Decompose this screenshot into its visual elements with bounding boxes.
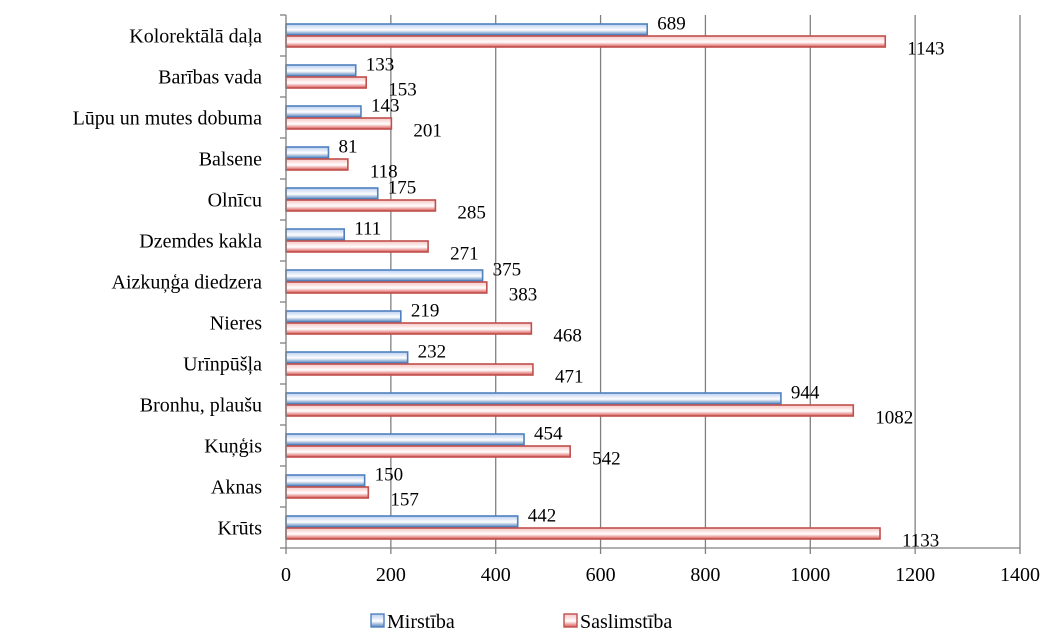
data-label: 111 <box>354 219 381 240</box>
gridlines <box>390 15 1021 548</box>
category-label: Nieres <box>210 313 262 335</box>
x-tick-label: 400 <box>481 564 511 586</box>
bar-saslimstiba <box>285 117 393 130</box>
legend-label: Mirstība <box>387 611 455 633</box>
category-label: Barības vada <box>158 67 262 89</box>
bar-saslimstiba <box>285 404 855 417</box>
data-label: 271 <box>450 244 479 265</box>
bar-saslimstiba <box>285 35 887 48</box>
data-label: 157 <box>390 490 419 511</box>
bar-mirstiba <box>285 228 345 241</box>
bar-mirstiba <box>285 433 525 446</box>
data-label: 1082 <box>875 408 913 429</box>
bar-mirstiba <box>285 474 366 487</box>
bar-saslimstiba <box>285 527 881 540</box>
bar-mirstiba <box>285 310 402 323</box>
x-tick-label: 600 <box>586 564 616 586</box>
x-tick-label: 200 <box>376 564 406 586</box>
x-tick-label: 0 <box>281 564 291 586</box>
data-label: 201 <box>413 121 442 142</box>
bar-saslimstiba <box>285 445 571 458</box>
data-label: 232 <box>418 342 447 363</box>
data-label: 150 <box>375 465 404 486</box>
bar-saslimstiba <box>285 486 370 499</box>
data-label: 944 <box>791 383 820 404</box>
category-labels: Kolorektālā daļa Barības vada Lūpu un mute… <box>73 26 263 540</box>
data-label: 383 <box>509 285 537 306</box>
bar-saslimstiba <box>285 158 349 171</box>
data-label: 375 <box>493 260 522 281</box>
category-label: Olnīcu <box>208 190 262 212</box>
data-label: 454 <box>534 424 563 445</box>
category-label: Kolorektālā daļa <box>129 26 262 48</box>
bar-mirstiba <box>285 64 357 77</box>
category-label: Balsene <box>199 149 262 171</box>
data-label: 175 <box>388 178 417 199</box>
category-label: Urīnpūšļa <box>183 354 262 376</box>
data-label: 153 <box>388 80 417 101</box>
legend: Mirstība Saslimstība <box>370 611 672 633</box>
bar-mirstiba <box>285 105 362 118</box>
bar-saslimstiba <box>285 322 533 335</box>
x-tick-label: 800 <box>690 564 720 586</box>
bar-mirstiba <box>285 351 409 364</box>
legend-label: Saslimstība <box>580 611 672 633</box>
category-label: Lūpu un mutes dobuma <box>73 108 263 130</box>
bar-saslimstiba <box>285 76 368 89</box>
bar-mirstiba <box>285 187 379 200</box>
bar-mirstiba <box>285 146 330 159</box>
axes <box>280 14 1021 554</box>
category-label: Kuņģis <box>204 436 262 458</box>
category-label: Aizkuņģa diedzera <box>112 272 263 294</box>
x-tick-labels: 0 200 400 600 800 1000 1200 1400 <box>281 564 1040 586</box>
bar-mirstiba <box>285 515 519 528</box>
legend-swatch <box>370 613 385 628</box>
data-label: 133 <box>366 55 395 76</box>
category-label: Krūts <box>218 518 263 540</box>
bar-saslimstiba <box>285 199 437 212</box>
data-label: 442 <box>528 506 557 527</box>
bar-saslimstiba <box>285 363 534 376</box>
category-label: Dzemdes kakla <box>139 231 262 253</box>
data-label: 143 <box>371 96 400 117</box>
x-tick-label: 1200 <box>895 564 935 586</box>
data-label: 468 <box>553 326 582 347</box>
data-label: 81 <box>338 137 357 158</box>
data-label: 285 <box>457 203 486 224</box>
bar-mirstiba <box>285 392 782 405</box>
bar-saslimstiba <box>285 240 429 253</box>
category-label: Bronhu, plaušu <box>140 395 262 417</box>
x-tick-label: 1400 <box>1000 564 1040 586</box>
category-label: Aknas <box>211 477 262 499</box>
data-label: 471 <box>555 367 584 388</box>
data-label: 118 <box>370 162 398 183</box>
data-label: 1143 <box>907 39 944 60</box>
data-label: 689 <box>657 14 686 35</box>
bar-mirstiba <box>285 269 484 282</box>
bar-saslimstiba <box>285 281 488 294</box>
data-label: 1133 <box>902 531 939 552</box>
data-label: 542 <box>592 449 621 470</box>
bar-mirstiba <box>285 23 649 36</box>
x-tick-label: 1000 <box>790 564 830 586</box>
legend-swatch <box>563 613 578 628</box>
data-label: 219 <box>411 301 440 322</box>
